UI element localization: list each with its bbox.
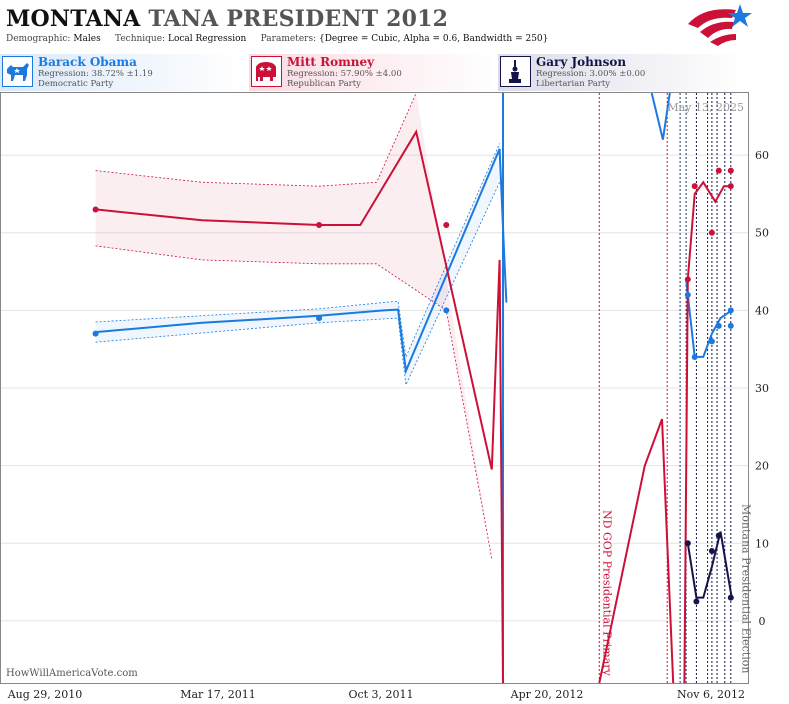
confidence-upper: [95, 93, 417, 187]
y-tick-label: 10: [755, 537, 769, 550]
series-line: [650, 93, 671, 140]
candidate-name: Barack Obama: [38, 55, 137, 69]
series-line: [685, 279, 733, 358]
x-tick-label: Oct 3, 2011: [348, 688, 413, 701]
y-axis: 0 10 20 30 40 50 60: [755, 149, 769, 628]
x-tick-label: Aug 29, 2010: [7, 688, 83, 701]
candidate-card-johnson: Gary Johnson Regression: 3.00% ±0.00 Lib…: [498, 54, 744, 91]
title-state: MONTANA: [6, 6, 141, 32]
candidate-name: Gary Johnson: [536, 55, 627, 69]
y-tick-label: 60: [755, 149, 769, 162]
title-year: 2012: [386, 6, 449, 32]
y-tick-label: 0: [759, 615, 766, 628]
candidate-regression: Regression: 38.72% ±1.19: [38, 69, 153, 79]
y-tick-label: 20: [755, 460, 769, 473]
data-point: [92, 206, 99, 213]
annotation-label: Montana Presidential Election: [740, 504, 753, 673]
data-point: [684, 540, 691, 547]
series-line: [95, 129, 504, 683]
data-point: [715, 322, 722, 329]
y-tick-label: 40: [755, 304, 769, 317]
subtitle-line: Demographic: Males Technique: Local Regr…: [6, 34, 548, 44]
annotation-label: ND GOP Presidential Primary: [600, 510, 613, 677]
site-credit: HowWillAmericaVote.com: [6, 668, 138, 679]
title-rest: TANA PRESIDENT: [148, 6, 379, 32]
liberty-icon: [500, 56, 531, 87]
x-tick-label: Nov 6, 2012: [677, 688, 745, 701]
data-point: [727, 183, 734, 190]
data-point: [684, 276, 691, 283]
donkey-icon: [2, 56, 33, 87]
data-point: [443, 307, 450, 314]
confidence-band: [95, 143, 500, 385]
technique-value: Local Regression: [167, 34, 247, 44]
data-point: [727, 307, 734, 314]
technique-label: Technique:: [115, 34, 166, 44]
site-logo-icon: [688, 4, 752, 46]
elephant-icon: [251, 56, 282, 87]
title-bar: MONTANA TANA PRESIDENT 2012 Demographic:…: [0, 0, 789, 50]
series-line: [598, 418, 675, 683]
x-axis: Aug 29, 2010 Mar 17, 2011 Oct 3, 2011 Apr 2…: [7, 688, 745, 701]
parameters-label: Parameters:: [260, 34, 317, 44]
y-tick-label: 50: [755, 227, 769, 240]
y-tick-label: 30: [755, 382, 769, 395]
annotations: ND GOP Presidential Primary Montana Presi…: [600, 504, 752, 677]
data-point: [727, 594, 734, 601]
data-point: [715, 532, 722, 539]
candidate-card-obama: Barack Obama Regression: 38.72% ±1.19 De…: [0, 54, 245, 91]
data-point: [727, 322, 734, 329]
data-point: [443, 221, 450, 228]
data-point: [684, 291, 691, 298]
demographic-value: Males: [73, 34, 101, 44]
series-line: [686, 531, 733, 599]
data-point: [691, 183, 698, 190]
confidence-band: [95, 93, 492, 559]
page-title: MONTANA TANA PRESIDENT 2012: [6, 6, 448, 32]
x-tick-label: Mar 17, 2011: [180, 688, 256, 701]
data-point: [708, 229, 715, 236]
chart-plot: 0 10 20 30 40 50 60 Aug 29, 2010 Mar 17, 2011 Oc…: [0, 92, 769, 701]
data-point: [727, 167, 734, 174]
x-tick-label: Apr 20, 2012: [510, 688, 584, 701]
candidate-name: Mitt Romney: [287, 55, 375, 69]
data-point: [691, 353, 698, 360]
data-point: [708, 338, 715, 345]
confidence-lower: [95, 245, 493, 559]
candidate-regression: Regression: 3.00% ±0.00: [536, 69, 646, 79]
data-point: [693, 598, 700, 605]
data-point: [708, 548, 715, 555]
data-point: [316, 315, 323, 322]
candidate-party: Democratic Party: [38, 79, 114, 89]
confidence-bands: [95, 93, 500, 559]
data-point: [715, 167, 722, 174]
demographic-label: Demographic:: [6, 34, 71, 44]
candidate-party: Republican Party: [287, 79, 361, 89]
candidate-card-romney: Mitt Romney Regression: 57.90% ±4.00 Rep…: [249, 54, 495, 91]
confidence-lower: [95, 182, 500, 387]
candidate-regression: Regression: 57.90% ±4.00: [287, 69, 402, 79]
data-point: [316, 221, 323, 228]
chart-date-label: May 13, 2025: [667, 101, 744, 114]
parameters-value: {Degree = Cubic, Alpha = 0.6, Bandwidth …: [318, 34, 549, 44]
confidence-upper: [95, 143, 500, 359]
data-point: [92, 330, 99, 337]
series-line: [95, 148, 508, 375]
candidate-party: Libertarian Party: [536, 79, 611, 89]
series-points: [92, 167, 734, 605]
